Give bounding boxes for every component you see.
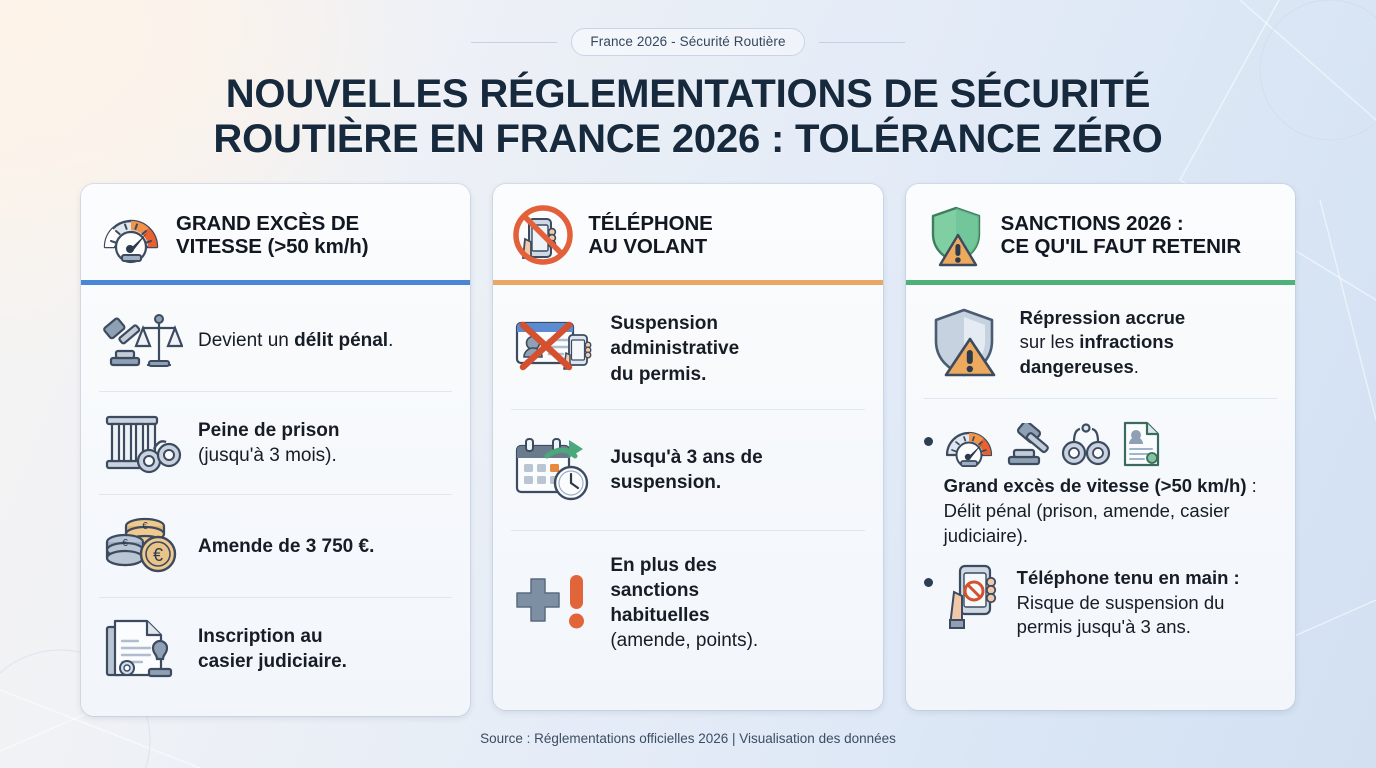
hand-phone-blocked-icon	[944, 564, 1006, 630]
record-document-icon	[1123, 422, 1159, 467]
svg-text:€: €	[122, 538, 128, 549]
bullet-text: Grand excès de vitesse (>50 km/h) : Déli…	[943, 475, 1257, 546]
gavel-scales-icon	[101, 306, 184, 374]
list-item-text: Devient un délit pénal.	[198, 329, 394, 351]
card-body: Devient un délit pénal.	[81, 285, 470, 716]
card-title: GRAND EXCÈS DE VITESSE (>50 km/h)	[176, 211, 369, 260]
list-item-text: Amende de 3 750 €.	[198, 535, 375, 557]
card-title: TÉLÉPHONE AU VOLANT	[588, 211, 713, 260]
card-header: SANCTIONS 2026 : CE QU'IL FAUT RETENIR	[906, 184, 1295, 280]
card-accent-bar	[493, 280, 883, 286]
summary-text: Répression accrue sur les infractions da…	[1019, 306, 1186, 377]
bullet-dot	[923, 437, 933, 447]
list-item-text: En plus des sanctions habituelles (amend…	[610, 554, 759, 651]
shield-warning-icon	[926, 305, 1006, 379]
bullet-icon-strip	[944, 415, 1277, 468]
document-stamp-icon	[101, 615, 183, 683]
card-title-line-1: TÉLÉPHONE	[588, 211, 713, 235]
euro-coins-icon: € € €	[101, 512, 183, 580]
bullet-item-phone: Téléphone tenu en main : Risque de suspe…	[923, 554, 1277, 644]
list-item-text: Inscription au casier judiciaire.	[198, 626, 347, 673]
list-item: € € € Amende de 3 750 €.	[99, 495, 453, 599]
calendar-clock-icon	[513, 436, 595, 504]
badge-line-right	[818, 41, 905, 43]
card-body: Suspension administrative du permis.	[493, 285, 882, 710]
prison-handcuffs-icon	[101, 409, 183, 477]
footer-source: Source : Réglementations officielles 202…	[480, 731, 896, 747]
card-accent-bar	[905, 280, 1295, 286]
list-item: Devient un délit pénal.	[99, 289, 453, 393]
card-title-line-2: CE QU'IL FAUT RETENIR	[1000, 235, 1242, 259]
cards-container: GRAND EXCÈS DE VITESSE (>50 km/h)	[81, 184, 1295, 717]
page-title-line-1: NOUVELLES RÉGLEMENTATIONS DE SÉCURITÉ	[225, 72, 1151, 116]
speedometer-icon	[99, 203, 163, 267]
eyebrow-badge: France 2026 - Sécurité Routière	[571, 28, 805, 56]
list-item: Suspension administrative du permis.	[511, 289, 865, 410]
list-item-text: Suspension administrative du permis.	[610, 313, 740, 385]
bullet-text: Téléphone tenu en main : Risque de suspe…	[1016, 567, 1240, 638]
bullet-dot	[923, 578, 933, 588]
card-accent-bar	[81, 280, 471, 286]
list-item: En plus des sanctions habituelles (amend…	[511, 531, 864, 675]
badge-row: France 2026 - Sécurité Routière	[471, 28, 905, 56]
badge-line-left	[471, 41, 558, 43]
no-phone-driving-icon	[511, 203, 575, 267]
card-body: Répression accrue sur les infractions da…	[906, 285, 1295, 710]
card-title-line-1: GRAND EXCÈS DE	[176, 211, 360, 235]
list-item-text: Jusqu'à 3 ans de suspension.	[610, 446, 763, 493]
list-item: Peine de prison (jusqu'à 3 mois).	[99, 392, 453, 496]
svg-text:€: €	[142, 521, 148, 532]
bullet-item-speeding: Grand excès de vitesse (>50 km/h) : Déli…	[923, 399, 1277, 554]
card-title: SANCTIONS 2026 : CE QU'IL FAUT RETENIR	[1000, 211, 1242, 260]
svg-text:€: €	[153, 545, 163, 565]
summary-row: Répression accrue sur les infractions da…	[923, 289, 1277, 400]
speedometer-icon	[945, 432, 992, 468]
card-title-line-2: AU VOLANT	[588, 235, 708, 259]
card-grand-exces-de-vitesse: GRAND EXCÈS DE VITESSE (>50 km/h)	[81, 184, 471, 717]
list-item: Inscription au casier judiciaire.	[99, 598, 452, 700]
list-item: Jusqu'à 3 ans de suspension.	[511, 410, 865, 531]
card-header: GRAND EXCÈS DE VITESSE (>50 km/h)	[81, 184, 470, 280]
shield-warning-green-icon	[924, 203, 988, 267]
license-crossed-phone-icon	[513, 315, 595, 383]
card-sanctions-2026: SANCTIONS 2026 : CE QU'IL FAUT RETENIR	[905, 184, 1295, 711]
page-title-line-2: ROUTIÈRE EN FRANCE 2026 : TOLÉRANCE ZÉRO	[213, 117, 1163, 162]
page-title: NOUVELLES RÉGLEMENTATIONS DE SÉCURITÉ RO…	[213, 72, 1162, 162]
card-telephone-au-volant: TÉLÉPHONE AU VOLANT	[493, 184, 883, 711]
gavel-icon	[1007, 423, 1049, 466]
card-title-line-1: SANCTIONS 2026 :	[1000, 211, 1184, 235]
plus-exclamation-icon	[513, 569, 595, 637]
handcuffs-icon	[1061, 423, 1110, 466]
card-header: TÉLÉPHONE AU VOLANT	[493, 184, 882, 280]
card-title-line-2: VITESSE (>50 km/h)	[176, 235, 369, 259]
list-item-text: Peine de prison (jusqu'à 3 mois).	[198, 420, 340, 467]
